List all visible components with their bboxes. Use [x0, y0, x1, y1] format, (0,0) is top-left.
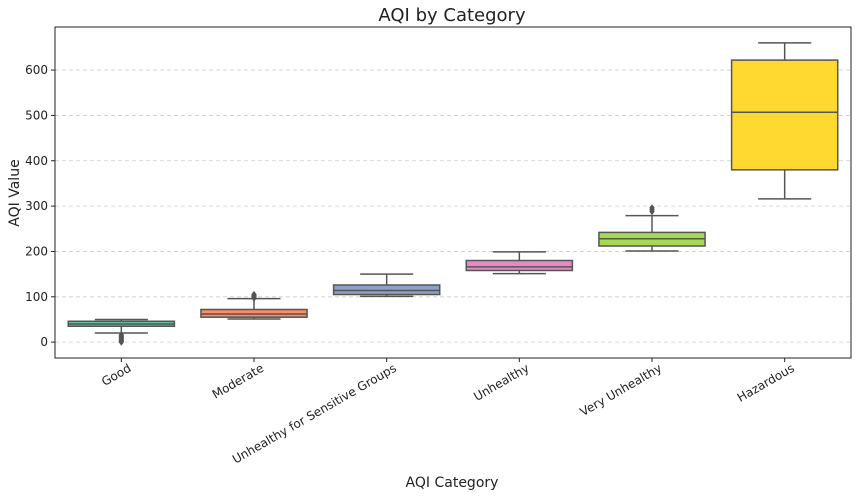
- y-tick-label: 0: [40, 335, 48, 349]
- y-axis-ticks: 0 100 200 300 400 500 600: [25, 63, 55, 349]
- outlier-point: [649, 204, 655, 212]
- x-tick-label: Unhealthy: [471, 361, 531, 404]
- x-tick-label: Good: [99, 361, 133, 389]
- box-4: [598, 204, 706, 252]
- box-2: [332, 273, 441, 298]
- y-tick-label: 300: [25, 199, 48, 213]
- x-tick-label: Moderate: [210, 361, 266, 402]
- y-tick-label: 100: [25, 290, 48, 304]
- box-0: [67, 318, 176, 346]
- outlier-point: [118, 331, 125, 339]
- box-3: [465, 251, 574, 275]
- chart-title: AQI by Category: [378, 5, 526, 26]
- box-iqr: [730, 59, 839, 171]
- box-plot-series: [67, 42, 839, 346]
- y-tick-label: 400: [25, 154, 48, 168]
- outlier-point: [251, 290, 257, 299]
- x-tick-label: Hazardous: [735, 361, 797, 405]
- y-tick-label: 600: [25, 63, 48, 77]
- box-5: [730, 42, 839, 200]
- x-axis-label: AQI Category: [406, 475, 499, 491]
- plot-area-frame: [54, 26, 852, 359]
- y-tick-label: 200: [25, 244, 48, 258]
- x-tick-label: Very Unhealthy: [577, 361, 664, 419]
- y-tick-label: 500: [25, 108, 48, 122]
- y-axis-label: AQI Value: [7, 159, 23, 226]
- box-1: [200, 290, 308, 320]
- box-iqr: [465, 259, 574, 272]
